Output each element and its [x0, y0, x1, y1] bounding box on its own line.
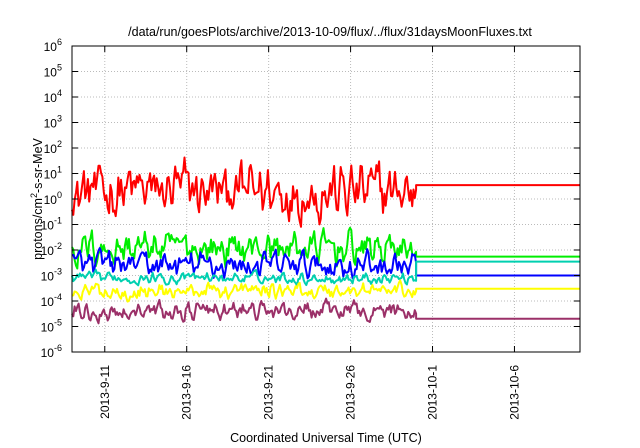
y-tick-label: 10-1 [41, 216, 62, 233]
y-tick-base: 10 [44, 168, 58, 182]
y-tick-exponent: 0 [57, 190, 62, 200]
x-tick-label: 2013-9-21 [262, 365, 276, 420]
x-tick-label: 2013-10-6 [507, 365, 521, 420]
y-tick-exponent: -2 [54, 241, 62, 251]
y-tick-label: 105 [44, 63, 62, 80]
y-tick-base: 10 [41, 219, 55, 233]
flux-series-line [71, 260, 580, 287]
y-tick-label: 10-5 [41, 318, 62, 335]
y-tick-exponent: 6 [57, 37, 62, 47]
y-tick-label: 106 [44, 37, 62, 54]
x-axis-ticks: 2013-9-11 2013-9-16 2013-9-21 2013-9-26 2013… [98, 46, 521, 420]
y-tick-base: 10 [44, 91, 58, 105]
flux-series-line [71, 156, 580, 228]
y-tick-label: 101 [44, 165, 62, 182]
y-axis-label-suffix: -s-sr-MeV [31, 137, 45, 193]
y-axis-label-prefix: protons/cm [31, 198, 45, 260]
y-tick-exponent: 1 [57, 165, 62, 175]
y-tick-exponent: -1 [54, 216, 62, 226]
y-tick-base: 10 [44, 142, 58, 156]
y-tick-exponent: -4 [54, 292, 62, 302]
y-tick-base: 10 [41, 346, 55, 360]
x-tick-label: 2013-10-1 [426, 365, 440, 420]
y-tick-base: 10 [44, 40, 58, 54]
y-tick-exponent: -3 [54, 267, 62, 277]
y-tick-exponent: 5 [57, 63, 62, 73]
y-tick-label: 100 [44, 190, 62, 207]
chart-title: /data/run/goesPlots/archive/2013-10-09/f… [128, 25, 532, 39]
flux-series-line [71, 226, 580, 270]
y-tick-base: 10 [44, 117, 58, 131]
y-tick-exponent: 3 [57, 114, 62, 124]
y-tick-label: 10-4 [41, 292, 62, 309]
x-tick-label: 2013-9-16 [180, 365, 194, 420]
y-tick-exponent: 2 [57, 139, 62, 149]
y-axis-label: protons/cm2-s-sr-MeV [29, 137, 45, 259]
y-tick-exponent: 4 [57, 88, 62, 98]
y-tick-base: 10 [41, 321, 55, 335]
y-tick-exponent: -5 [54, 318, 62, 328]
y-tick-base: 10 [44, 66, 58, 80]
y-tick-label: 10-2 [41, 241, 62, 258]
y-tick-label: 102 [44, 139, 62, 156]
series-lines [71, 156, 580, 325]
flux-series-line [71, 247, 580, 280]
y-axis-label-sup: 2 [29, 193, 39, 198]
y-tick-base: 10 [41, 295, 55, 309]
y-tick-base: 10 [41, 244, 55, 258]
x-tick-label: 2013-9-26 [344, 365, 358, 420]
y-tick-base: 10 [41, 270, 55, 284]
x-tick-label: 2013-9-11 [98, 365, 112, 419]
y-tick-label: 103 [44, 114, 62, 131]
y-axis-ticks: 10-610-510-410-310-210-11001011021031041… [41, 37, 580, 360]
y-tick-base: 10 [44, 193, 58, 207]
y-tick-label: 104 [44, 88, 62, 105]
flux-series-line [71, 297, 580, 325]
y-tick-label: 10-6 [41, 343, 62, 360]
y-tick-label: 10-3 [41, 267, 62, 284]
flux-series-line [71, 279, 580, 303]
y-tick-exponent: -6 [54, 343, 62, 353]
x-axis-label: Coordinated Universal Time (UTC) [230, 431, 422, 445]
